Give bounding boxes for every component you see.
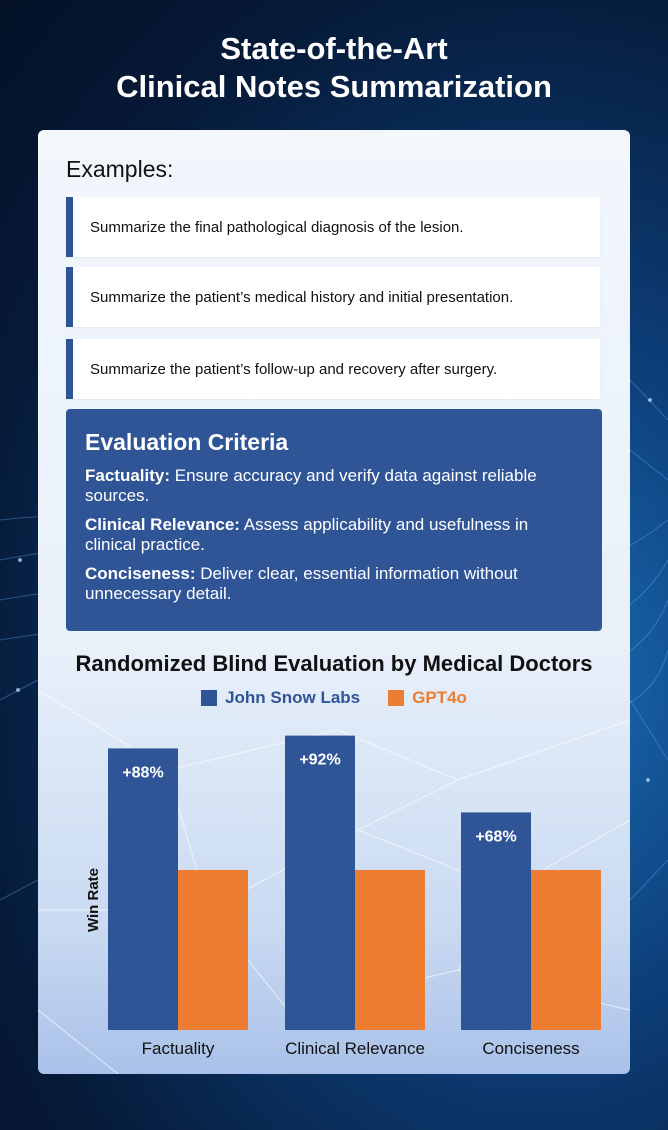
x-tick-label-clinical-relevance: Clinical Relevance xyxy=(285,1039,425,1058)
example-item: Summarize the patient’s medical history … xyxy=(66,267,600,327)
data-label-factuality: +88% xyxy=(122,764,163,781)
legend-label-gpt4o: GPT4o xyxy=(412,688,467,707)
data-label-clinical-relevance: +92% xyxy=(299,752,340,769)
x-tick-label-conciseness: Conciseness xyxy=(482,1039,579,1058)
page-title-line-2: Clinical Notes Summarization xyxy=(116,69,552,104)
chart-legend: John Snow Labs GPT4o xyxy=(38,688,630,708)
criterion-name: Factuality: xyxy=(85,466,171,485)
legend-label-john-snow-labs: John Snow Labs xyxy=(225,688,361,707)
legend-swatch-john-snow-labs xyxy=(201,690,218,706)
criterion-factuality: Factuality: Ensure accuracy and verify d… xyxy=(85,466,582,506)
page-title: State-of-the-Art Clinical Notes Summariz… xyxy=(0,30,668,106)
bar-gpt4o-factuality xyxy=(178,870,248,1030)
legend-item-gpt4o: GPT4o xyxy=(388,688,467,708)
criterion-text: Deliver clear, essential information wit… xyxy=(85,564,518,603)
bar-john-snow-labs-factuality xyxy=(108,748,178,1030)
evaluation-criteria-title: Evaluation Criteria xyxy=(85,429,289,455)
example-item: Summarize the final pathological diagnos… xyxy=(66,197,600,257)
example-item: Summarize the patient’s follow-up and re… xyxy=(66,339,600,399)
bar-gpt4o-clinical-relevance xyxy=(355,870,425,1030)
legend-item-john-snow-labs: John Snow Labs xyxy=(201,688,360,708)
criterion-name: Clinical Relevance: xyxy=(85,515,240,534)
criterion-text: Ensure accuracy and verify data against … xyxy=(85,466,537,505)
examples-heading: Examples: xyxy=(66,156,174,182)
page-title-line-1: State-of-the-Art xyxy=(220,31,448,66)
data-label-conciseness: +68% xyxy=(475,828,516,845)
chart-title: Randomized Blind Evaluation by Medical D… xyxy=(75,651,593,676)
evaluation-criteria-box: Evaluation Criteria Factuality: Ensure a… xyxy=(66,409,602,631)
bar-chart: Win Rate +88% Factuality +92% Clinical Relev… xyxy=(85,735,601,1058)
criterion-name: Conciseness: xyxy=(85,564,196,583)
criterion-text: Assess applicability and usefulness in c… xyxy=(85,515,529,554)
y-axis-label: Win Rate xyxy=(85,868,102,932)
legend-swatch-gpt4o xyxy=(388,690,405,706)
content-card: Examples: Summarize the final pathologic… xyxy=(38,130,630,1074)
x-tick-label-factuality: Factuality xyxy=(142,1039,215,1058)
criterion-conciseness: Conciseness: Deliver clear, essential in… xyxy=(85,564,582,604)
bar-john-snow-labs-conciseness xyxy=(461,812,531,1030)
bar-gpt4o-conciseness xyxy=(531,870,601,1030)
criterion-clinical-relevance: Clinical Relevance: Assess applicability… xyxy=(85,515,582,555)
bar-john-snow-labs-clinical-relevance xyxy=(285,735,355,1030)
